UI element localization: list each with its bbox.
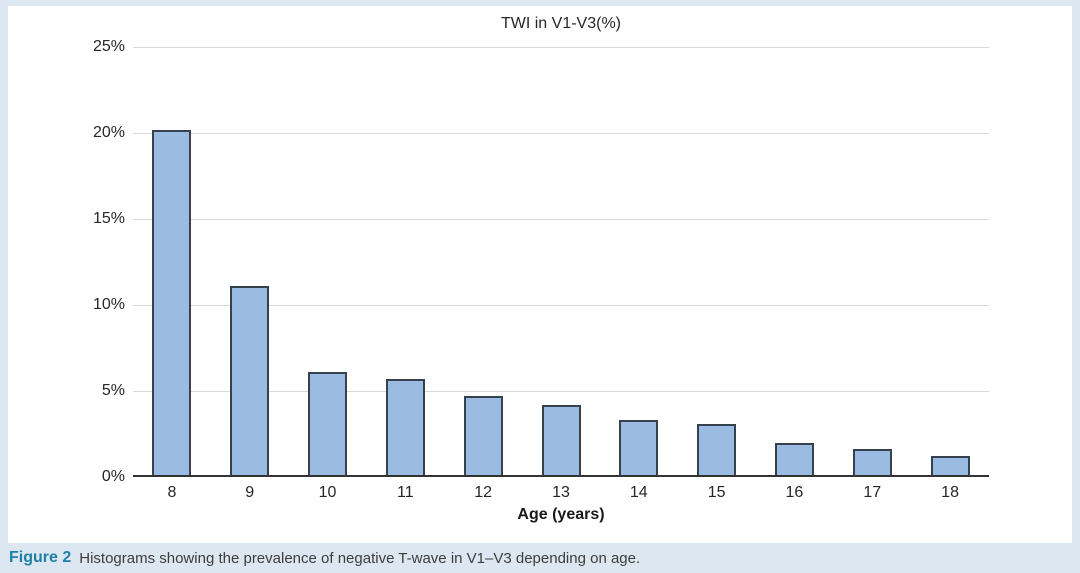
x-tick-label: 11: [397, 484, 414, 501]
figure-caption-text: Histograms showing the prevalence of neg…: [79, 549, 641, 567]
figure-caption-label: Figure 2: [9, 549, 72, 566]
bar-age-16: [774, 442, 814, 477]
x-tick-label: 17: [863, 484, 882, 501]
y-tick-label: 5%: [101, 382, 125, 399]
gridline: [133, 133, 989, 134]
gridline: [133, 219, 989, 220]
gridline: [133, 391, 989, 392]
bar-age-12: [463, 396, 503, 477]
figure-caption: Figure 2 Histograms showing the prevalen…: [0, 543, 1080, 573]
bar-age-17: [852, 449, 892, 477]
bar-age-9: [230, 286, 270, 477]
x-tick-label: 15: [707, 484, 726, 501]
bar-age-18: [930, 456, 970, 477]
x-tick-label: 16: [785, 484, 804, 501]
bar-age-15: [697, 423, 737, 477]
y-tick-label: 25%: [92, 38, 125, 55]
x-tick-label: 18: [941, 484, 959, 501]
bar-age-13: [541, 404, 581, 477]
gridline: [133, 47, 989, 48]
plot-area: [133, 47, 989, 477]
x-axis-labels: 8 9 10 11 12 13 14 15 16 17 18: [133, 483, 989, 503]
x-tick-label: 9: [245, 484, 255, 501]
x-tick-label: 12: [474, 484, 493, 501]
x-axis-line: [133, 475, 989, 477]
x-axis-title: Age (years): [517, 506, 605, 523]
bar-age-8: [152, 129, 192, 477]
x-tick-label: 10: [318, 484, 337, 501]
y-tick-label: 15%: [92, 210, 125, 227]
chart-title: TWI in V1-V3(%): [500, 15, 621, 32]
y-tick-label: 0%: [101, 468, 125, 485]
chart-card: TWI in V1-V3(%) 0% 5% 10% 15% 20% 25% 8 9 10 11 1…: [8, 6, 1072, 543]
bar-age-11: [385, 378, 425, 477]
x-tick-label: 14: [629, 484, 648, 501]
bar-age-10: [308, 372, 348, 477]
gridline: [133, 305, 989, 306]
y-tick-label: 10%: [92, 296, 125, 313]
y-tick-label: 20%: [92, 124, 125, 141]
x-tick-label: 8: [167, 484, 177, 501]
x-tick-label: 13: [552, 484, 570, 501]
bar-age-14: [619, 420, 659, 477]
y-axis-labels: 0% 5% 10% 15% 20% 25%: [8, 38, 125, 485]
